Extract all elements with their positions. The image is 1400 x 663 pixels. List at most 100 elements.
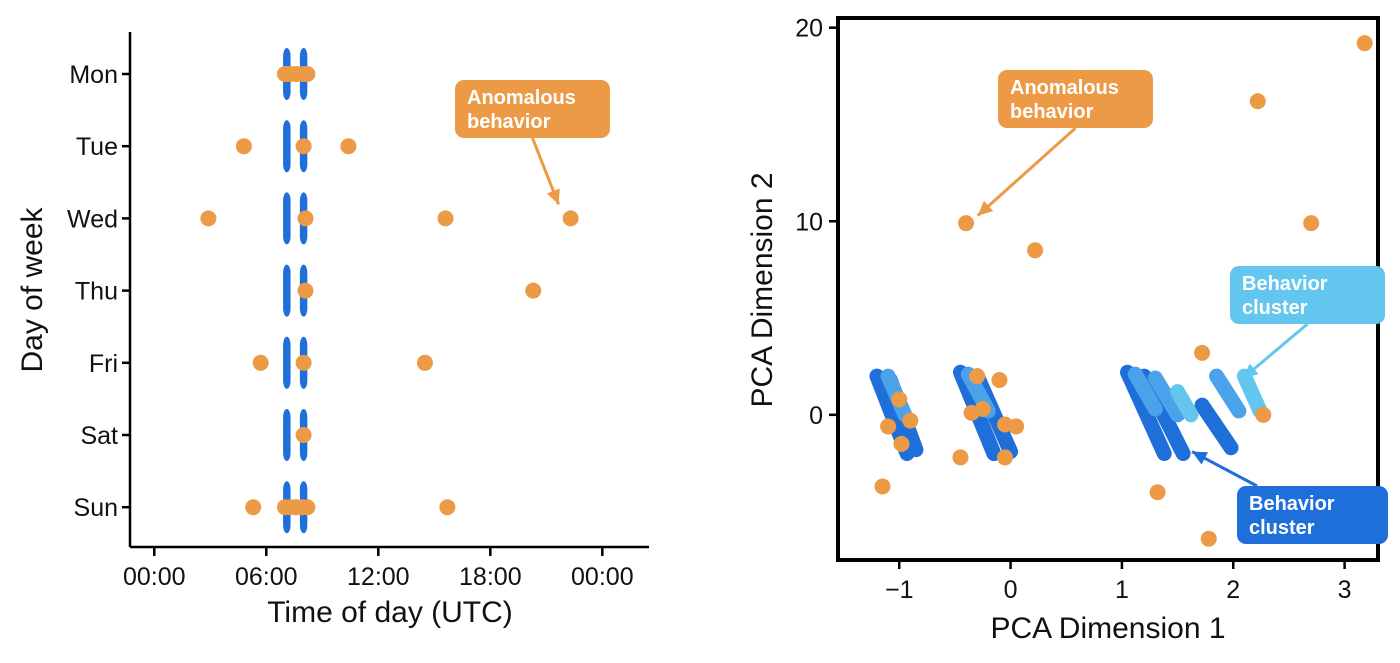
left-anomaly-callout-text: Anomalous xyxy=(467,87,576,109)
anomaly-point xyxy=(891,391,908,408)
anomaly-point xyxy=(1200,530,1217,547)
anomaly-point xyxy=(278,66,295,82)
left-y-ticks: Mon Tue Wed Thu Fri Sat Sun xyxy=(67,61,130,522)
anomaly-point xyxy=(991,371,1008,388)
anomaly-point xyxy=(1255,406,1272,423)
left-anomaly-callout-text: behavior xyxy=(467,111,551,133)
anomaly-point xyxy=(437,210,454,227)
left-x-tick-label: 00:00 xyxy=(123,563,186,591)
anomaly-point xyxy=(1356,35,1373,52)
right-x-tick-label: 2 xyxy=(1226,576,1240,604)
right-x-tick-label: −1 xyxy=(885,576,914,604)
left-x-axis-title: Time of day (UTC) xyxy=(267,596,513,629)
activity-band xyxy=(283,192,291,245)
cluster-streak xyxy=(1127,366,1163,417)
activity-band xyxy=(283,336,291,389)
anomaly-point xyxy=(893,435,910,452)
right-plot-marks xyxy=(869,35,1373,547)
light-cluster-callout-arrowhead xyxy=(1243,363,1259,379)
left-y-tick-label: Sat xyxy=(80,422,118,450)
anomaly-point xyxy=(245,499,262,516)
left-plot-marks xyxy=(200,48,579,534)
activity-band xyxy=(283,409,291,461)
left-x-tick-label: 12:00 xyxy=(347,563,410,591)
light-cluster-callout-text: cluster xyxy=(1242,297,1308,319)
dark-cluster-callout-text: Behavior xyxy=(1249,493,1335,515)
anomaly-point xyxy=(562,210,579,227)
right-anomaly-callout-text: Anomalous xyxy=(1010,77,1119,99)
left-y-tick-label: Thu xyxy=(75,278,118,306)
right-x-ticks: −1 0 1 2 3 xyxy=(885,560,1352,604)
right-anomaly-callout-arrow xyxy=(976,126,1077,217)
anomaly-point xyxy=(1008,418,1025,435)
anomaly-point xyxy=(299,66,316,82)
anomaly-point xyxy=(1249,93,1266,110)
right-x-axis-title: PCA Dimension 1 xyxy=(990,612,1225,645)
right-x-tick-label: 3 xyxy=(1338,576,1352,604)
anomaly-point xyxy=(297,210,314,227)
right-anomaly-callout-arrowhead xyxy=(977,200,994,216)
right-y-tick-label: 0 xyxy=(809,402,823,430)
anomaly-point xyxy=(340,138,357,155)
anomaly-point xyxy=(880,418,897,435)
anomaly-point xyxy=(997,449,1014,466)
left-y-tick-label: Fri xyxy=(89,350,118,378)
left-anomaly-callout-arrowhead xyxy=(546,188,560,205)
left-x-tick-label: 00:00 xyxy=(571,563,634,591)
anomaly-point xyxy=(958,215,975,232)
left-x-tick-label: 18:00 xyxy=(459,563,522,591)
anomaly-point xyxy=(416,354,433,371)
anomaly-point xyxy=(1303,215,1320,232)
right-y-tick-label: 10 xyxy=(795,208,823,236)
light-cluster-callout-text: Behavior xyxy=(1242,273,1328,295)
dark-cluster-callout-text: cluster xyxy=(1249,517,1315,539)
left-y-tick-label: Tue xyxy=(76,133,118,161)
right-x-tick-label: 0 xyxy=(1004,576,1018,604)
left-y-tick-label: Sun xyxy=(74,494,118,522)
anomaly-point xyxy=(297,282,314,299)
right-y-ticks: 0 10 20 xyxy=(795,15,838,430)
anomaly-point xyxy=(439,499,456,516)
anomaly-point xyxy=(525,282,542,299)
cluster-streak xyxy=(1194,397,1239,456)
cluster-streak xyxy=(1236,368,1268,419)
left-x-tick-label: 06:00 xyxy=(235,563,298,591)
right-annotations: AnomalousbehaviorBehaviorclusterBehavior… xyxy=(976,70,1388,544)
activity-band xyxy=(283,120,291,173)
right-y-axis-title: PCA Dimension 2 xyxy=(746,172,779,407)
anomaly-point xyxy=(952,449,969,466)
left-y-axis-title: Day of week xyxy=(16,206,49,372)
activity-band xyxy=(283,264,291,317)
left-y-tick-label: Mon xyxy=(69,61,118,89)
anomaly-point xyxy=(902,412,919,429)
anomaly-point xyxy=(288,499,305,516)
left-x-ticks: 00:00 06:00 12:00 18:00 00:00 xyxy=(123,547,634,591)
light-cluster-callout-box xyxy=(1230,266,1385,324)
anomaly-point xyxy=(1027,242,1044,259)
right-anomaly-callout-box xyxy=(998,70,1153,128)
cluster-streak xyxy=(1147,370,1186,423)
anomaly-point xyxy=(295,427,312,443)
anomaly-point xyxy=(295,354,312,371)
left-anomaly-callout-box xyxy=(455,80,610,138)
dark-cluster-callout-arrowhead xyxy=(1192,451,1209,465)
anomaly-point xyxy=(969,368,986,385)
dark-cluster-callout-box xyxy=(1237,486,1388,544)
left-y-tick-label: Wed xyxy=(67,205,118,233)
anomaly-point xyxy=(235,138,252,155)
anomaly-point xyxy=(963,404,980,421)
pca-panel: 0 10 20 −1 0 1 2 3 PCA Dimension 1 PCA Dimensi… xyxy=(746,15,1388,645)
cluster-streak xyxy=(1170,384,1199,423)
right-y-tick-label: 20 xyxy=(795,15,823,43)
anomaly-point xyxy=(1194,344,1211,361)
anomaly-point xyxy=(1149,484,1166,501)
anomaly-point xyxy=(295,138,312,155)
right-anomaly-callout-text: behavior xyxy=(1010,101,1094,123)
time-of-day-panel: Mon Tue Wed Thu Fri Sat Sun 00:00 06:00 12:00 18:… xyxy=(16,32,649,629)
cluster-streak xyxy=(1209,368,1247,419)
anomaly-point xyxy=(874,478,891,495)
anomaly-point xyxy=(299,499,316,516)
anomaly-point xyxy=(200,210,217,227)
